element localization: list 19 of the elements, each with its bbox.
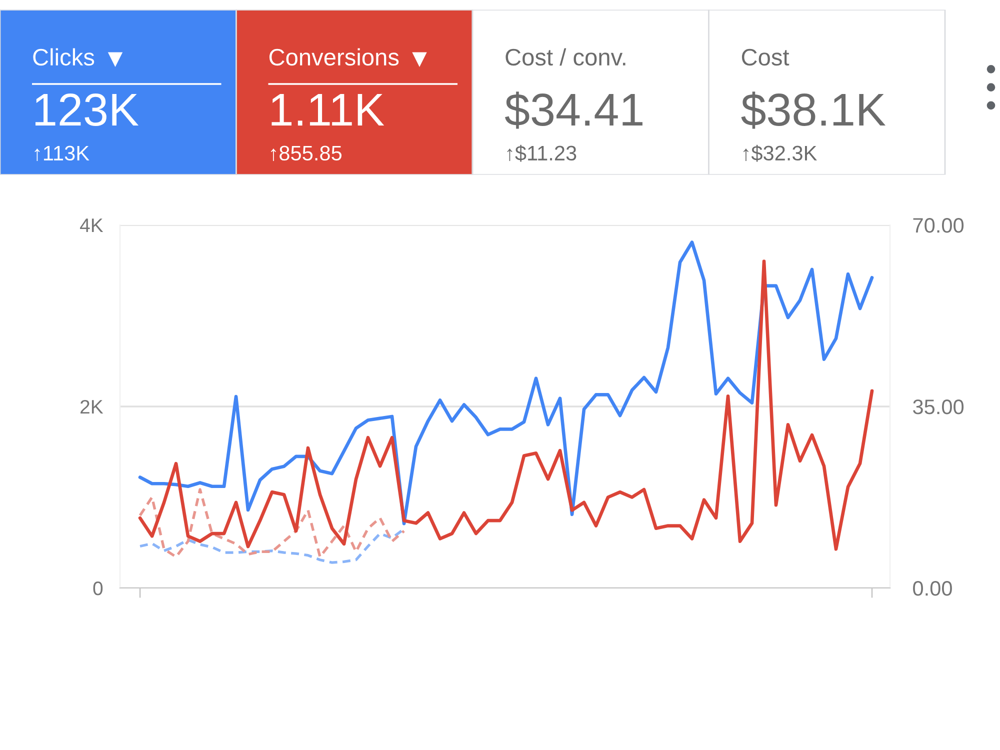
text: ↑855.85	[271, 146, 342, 161]
text: $34.41	[504, 92, 642, 129]
text: $38.1K	[741, 92, 886, 129]
text: Clicks	[33, 48, 94, 66]
text: ↑$11.23	[507, 144, 576, 162]
text: ↑113K	[34, 146, 90, 161]
y2-tick-label: 0.00	[913, 581, 952, 596]
y-tick-label: 4K	[80, 218, 104, 232]
y2-tick-label: 35.00	[913, 400, 964, 414]
text: ↑$32.3K	[744, 144, 817, 162]
line-series	[138, 488, 406, 558]
text: Conversions	[269, 48, 399, 66]
y-tick-label: 2K	[80, 400, 104, 414]
text: 1.11K	[272, 94, 384, 126]
text: 123K	[35, 94, 139, 126]
y2-tick-label: 70.00	[913, 218, 964, 233]
y-tick-label: 0	[93, 581, 103, 596]
text: Cost / conv.	[506, 48, 626, 66]
text: Cost	[742, 48, 790, 66]
